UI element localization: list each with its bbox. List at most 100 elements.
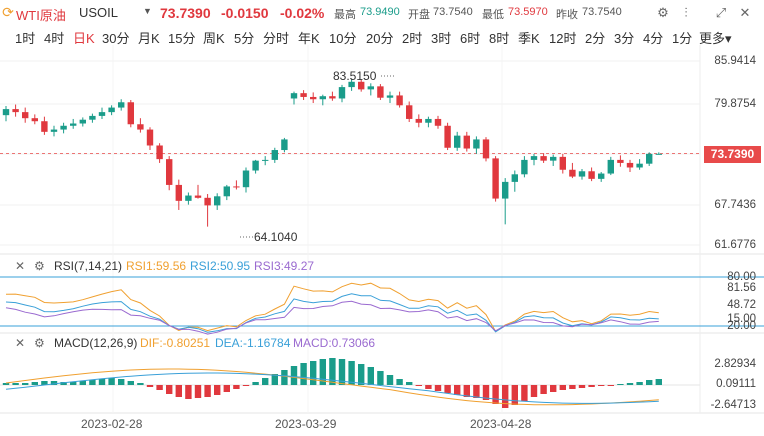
tab-timeframe[interactable]: 6时 — [460, 31, 481, 46]
rsi-axis-label: 15.00 — [727, 313, 756, 325]
tab-timeframe[interactable]: 5分 — [234, 31, 255, 46]
macd-bar — [617, 384, 624, 385]
macd-bar — [41, 381, 48, 385]
candle — [454, 135, 461, 148]
candle — [175, 184, 182, 201]
tab-timeframe[interactable]: 3时 — [431, 31, 452, 46]
high-value: 73.9490 — [360, 6, 400, 18]
macd-bar — [50, 381, 58, 385]
tab-timeframe[interactable]: 1分 — [672, 31, 693, 46]
high-annotation: 83.5150 — [333, 69, 377, 83]
price-axis-label: 61.6776 — [714, 239, 756, 251]
tab-timeframe[interactable]: 更多▾ — [699, 31, 732, 46]
macd-bar — [233, 385, 240, 389]
macd-bar — [578, 385, 586, 388]
candle — [242, 170, 250, 188]
tab-timeframe[interactable]: 1时 — [15, 31, 36, 46]
symbol-dropdown-icon[interactable]: ▼ — [143, 6, 152, 16]
symbol-name[interactable]: WTI原油 — [16, 8, 66, 23]
panel-settings-icon[interactable]: ⚙ — [34, 259, 45, 273]
rsi1-line — [5, 282, 659, 333]
candle — [319, 96, 326, 100]
close-panel-icon[interactable]: ✕ — [15, 259, 26, 273]
indicator-icon[interactable]: ⫶ — [684, 5, 688, 20]
candle — [60, 125, 67, 130]
macd-bar — [60, 382, 67, 385]
macd-bar — [166, 385, 173, 394]
tab-timeframe[interactable]: 12时 — [549, 31, 577, 46]
refresh-icon[interactable]: ⟳ — [2, 4, 14, 20]
prev-close-value: 73.7540 — [582, 6, 622, 18]
date-label: 2023-03-29 — [275, 417, 337, 431]
candle — [166, 159, 173, 185]
tab-timeframe[interactable]: 20分 — [366, 31, 394, 46]
price-change-pct: -0.02% — [280, 5, 325, 21]
candle — [617, 159, 624, 163]
tab-timeframe[interactable]: 周K — [203, 31, 225, 46]
candle — [386, 95, 394, 98]
candle — [156, 145, 163, 160]
tab-timeframe[interactable]: 季K — [518, 31, 540, 46]
rsi-title: RSI(7,14,21) — [54, 259, 123, 273]
macd-bar — [607, 385, 614, 386]
low-value: 73.5970 — [508, 6, 548, 18]
macd-bar — [550, 385, 557, 392]
macd-title: MACD(12,26,9) — [54, 336, 138, 350]
prev-close-label: 昨收 — [556, 9, 578, 21]
candle — [425, 118, 432, 123]
tab-timeframe[interactable]: 8时 — [489, 31, 510, 46]
macd-bar — [434, 385, 442, 391]
candle — [300, 93, 307, 97]
tab-timeframe[interactable]: 月K — [138, 31, 160, 46]
tab-timeframe[interactable]: 分时 — [263, 31, 290, 46]
panel-settings-icon[interactable]: ⚙ — [34, 336, 45, 350]
macd-bar — [89, 380, 96, 385]
tab-timeframe[interactable]: 4时 — [44, 31, 65, 46]
candle — [598, 173, 605, 179]
tab-timeframe[interactable]: 4分 — [643, 31, 664, 46]
candle — [569, 169, 576, 177]
tab-timeframe[interactable]: 3分 — [614, 31, 635, 46]
macd-bar — [262, 378, 269, 385]
timeframe-bar: 1时 4时 日K 30分 月K 15分 周K 5分 分时 年K 10分 20分 2时 3时 6时 8时 季K 12… — [0, 26, 764, 46]
macd-bar — [482, 385, 490, 400]
macd-bar — [338, 359, 346, 385]
candle — [70, 123, 77, 126]
macd-bar — [425, 385, 432, 389]
macd-bar — [396, 379, 403, 385]
candle — [348, 81, 355, 88]
macd-bar — [367, 367, 374, 385]
macd-bar — [156, 385, 163, 390]
rsi2-line — [5, 293, 659, 333]
macd-bar — [98, 379, 106, 385]
expand-icon[interactable]: ⤢ — [715, 5, 727, 20]
tab-timeframe[interactable]: 2时 — [402, 31, 423, 46]
symbol-code[interactable]: USOIL — [79, 5, 119, 20]
candle — [329, 96, 336, 99]
close-icon[interactable]: ✕ — [739, 5, 751, 20]
candle — [588, 171, 595, 179]
close-panel-icon[interactable]: ✕ — [15, 336, 26, 350]
candle — [482, 139, 490, 159]
tab-timeframe[interactable]: 日K — [73, 31, 95, 46]
macd-bar — [521, 385, 528, 401]
chart-settings-icon[interactable]: ⚙ — [657, 5, 669, 20]
candle — [521, 159, 528, 175]
macd-bar — [444, 385, 451, 393]
macd-bar — [319, 359, 326, 385]
macd-bar — [194, 385, 202, 398]
candle — [473, 139, 480, 149]
tab-timeframe[interactable]: 15分 — [168, 31, 196, 46]
candle — [607, 159, 614, 174]
tab-timeframe[interactable]: 30分 — [102, 31, 130, 46]
candle — [626, 162, 634, 168]
tab-timeframe[interactable]: 10分 — [329, 31, 357, 46]
quote-header: ⟳ WTI原油 USOIL ▼ 73.7390 -0.0150 -0.02% 最… — [0, 0, 764, 24]
candle — [463, 135, 470, 149]
rsi-axis-label: 20.00 — [727, 320, 756, 332]
candle — [578, 171, 586, 177]
tab-timeframe[interactable]: 年K — [298, 31, 320, 46]
macd-axis-label: 2.82934 — [714, 358, 756, 370]
tab-timeframe[interactable]: 2分 — [585, 31, 606, 46]
